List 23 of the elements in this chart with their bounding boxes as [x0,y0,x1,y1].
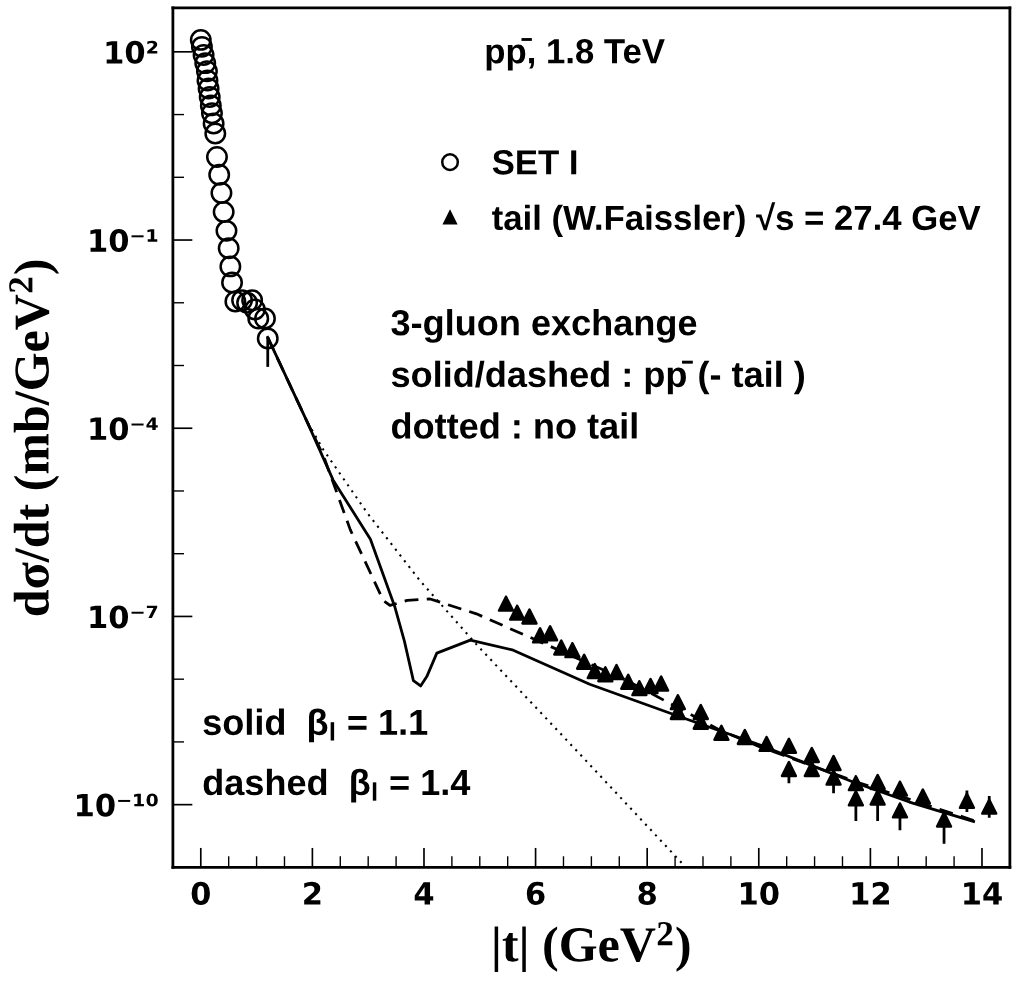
annotation: dashed β$_{l}$ = 1.4 [203,768,471,803]
x-tick-label: 2 [304,881,321,905]
annotation: solid/dashed : pp̄ (- tail ) [391,360,804,395]
x-tick-label: 8 [638,881,656,905]
y-tick-label: 10⁻⁷ [90,605,158,629]
x-tick-label: 10 [740,881,779,905]
y-axis-title: dσ/dt (mb/GeV$^{2}$) [9,260,60,616]
x-tick-label: 4 [414,882,434,905]
y-tick-label: 10⁻¹⁰ [77,793,158,817]
legend-label: SET I [492,150,577,175]
x-tick-label: 0 [191,881,210,905]
x-tick-label: 14 [964,882,1002,905]
annotation: dotted : no tail [391,412,637,439]
x-tick-label: 6 [526,881,545,905]
y-tick-label: 10² [106,40,158,64]
y-tick-label: 10⁻⁴ [90,417,158,441]
annotation: solid β$_{l}$ = 1.1 [203,708,428,743]
annotation: 3-gluon exchange [391,309,697,343]
x-axis-title: |t| (GeV$^{2}$) [494,921,690,972]
text: pp̄, 1.8 TeV [486,38,665,71]
x-tick-label: 12 [852,881,889,905]
legend-label: tail (W.Faissler) √s = 27.4 GeV [492,202,981,237]
y-tick-label: 10⁻¹ [90,228,158,253]
